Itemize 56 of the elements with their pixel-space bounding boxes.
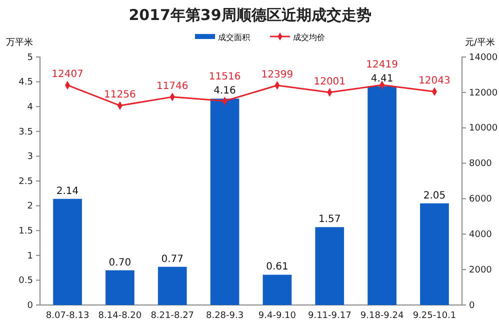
bar xyxy=(158,266,187,305)
x-tick-label: 8.21-8.27 xyxy=(150,310,194,321)
data-label: 12419 xyxy=(366,59,398,70)
y-tick-label: 2 xyxy=(27,202,33,212)
y2-tick-label: 4000 xyxy=(469,230,492,240)
bar xyxy=(262,274,292,305)
data-label: 0.61 xyxy=(266,262,288,273)
y2-tick-label: 8000 xyxy=(469,159,492,170)
bar xyxy=(368,86,396,305)
y-tick-label: 5 xyxy=(27,52,33,63)
data-label: 12407 xyxy=(52,69,84,80)
y-tick-label: 1 xyxy=(27,251,33,262)
y2-tick-label: 6000 xyxy=(469,194,492,205)
y-tick-label: 1.5 xyxy=(18,226,33,236)
y-axis-title: 万平米 xyxy=(6,37,33,48)
bar xyxy=(420,203,449,305)
chart-title: 2017年第39周顺德区近期成交走势 xyxy=(128,6,372,24)
y2-tick-label: 14000 xyxy=(469,52,498,63)
legend-label: 成交面积 xyxy=(218,33,250,42)
data-label: 12043 xyxy=(418,76,450,87)
y2-tick-label: 12000 xyxy=(469,88,498,98)
y2-tick-label: 2000 xyxy=(469,265,492,276)
legend-label: 成交均价 xyxy=(293,33,325,42)
x-tick-label: 8.07-8.13 xyxy=(46,310,90,321)
y2-tick-label: 10000 xyxy=(469,124,498,134)
y2-tick-label: 0 xyxy=(469,300,475,311)
data-label: 2.14 xyxy=(56,186,79,197)
data-label: 11746 xyxy=(156,80,188,92)
data-label: 4.41 xyxy=(370,73,394,84)
data-label: 12001 xyxy=(314,76,346,88)
data-label: 0.77 xyxy=(161,254,184,265)
data-label: 11256 xyxy=(104,90,136,101)
bar xyxy=(210,98,240,305)
y-tick-label: 4.5 xyxy=(18,78,33,88)
data-label: 2.05 xyxy=(423,190,446,202)
data-label: 4.16 xyxy=(214,86,236,97)
y-tick-label: 3.5 xyxy=(18,127,33,138)
x-tick-label: 9.4-9.10 xyxy=(258,310,296,321)
y-tick-label: 3 xyxy=(27,152,33,162)
y-tick-label: 2.5 xyxy=(18,176,33,187)
x-tick-label: 8.28-9.3 xyxy=(206,310,244,321)
x-tick-label: 9.18-9.24 xyxy=(360,310,404,321)
y-tick-label: 0 xyxy=(27,300,34,311)
bar xyxy=(106,270,134,305)
data-label: 11516 xyxy=(208,72,241,83)
data-label: 12399 xyxy=(261,69,294,80)
y-tick-label: 4 xyxy=(27,102,34,112)
data-label: 0.70 xyxy=(108,257,132,268)
x-tick-label: 8.14-8.20 xyxy=(98,310,142,321)
y-tick-label: 0.5 xyxy=(18,276,33,286)
x-tick-label: 9.25-10.1 xyxy=(412,310,456,321)
x-tick-label: 9.11-9.17 xyxy=(308,310,352,321)
bar xyxy=(53,198,82,305)
bar xyxy=(315,227,344,305)
data-label: 1.57 xyxy=(318,214,341,226)
y2-axis-title: 元/平米 xyxy=(464,37,495,48)
